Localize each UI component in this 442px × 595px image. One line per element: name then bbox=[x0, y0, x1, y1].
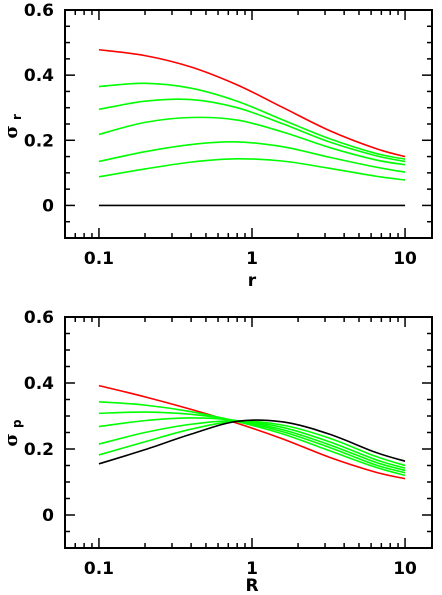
panel-sigma-p-curves bbox=[98, 384, 406, 480]
y-tick-label: 0 bbox=[42, 196, 54, 216]
series-line-1 bbox=[98, 401, 406, 477]
panel-sigma-p-frame bbox=[64, 316, 433, 549]
x-tick-label: 10 bbox=[393, 249, 417, 269]
series-line-0 bbox=[98, 384, 406, 480]
series-line-0 bbox=[98, 48, 406, 158]
series-line-2 bbox=[98, 411, 406, 474]
y-axis-label-sigma-r: σ r bbox=[1, 114, 24, 139]
y-tick-label: 0.4 bbox=[24, 66, 54, 86]
x-tick-label: 0.1 bbox=[84, 559, 114, 579]
panel-sigma-r-ticks bbox=[64, 9, 432, 239]
series-line-3 bbox=[98, 417, 406, 472]
series-line-4 bbox=[98, 420, 406, 469]
panel-sigma-p: 0.1 1 10 0 0.2 0.4 0.6 R σ p bbox=[1, 308, 433, 595]
x-axis-label-r: r bbox=[248, 271, 257, 291]
x-tick-label: 1 bbox=[246, 249, 258, 269]
y-tick-label: 0.4 bbox=[24, 374, 54, 394]
x-tick-label: 1 bbox=[246, 559, 258, 579]
y-axis-label-symbol: σ bbox=[1, 125, 22, 138]
panel-sigma-r: 0.1 1 10 0 0.2 0.4 0.6 r σ r bbox=[1, 1, 433, 291]
panel-sigma-p-ticks bbox=[64, 316, 432, 549]
series-line-4 bbox=[98, 141, 406, 173]
x-tick-label: 10 bbox=[393, 559, 417, 579]
y-tick-label: 0.6 bbox=[24, 308, 54, 328]
x-tick-label: 0.1 bbox=[84, 249, 114, 269]
series-line-5 bbox=[98, 158, 406, 181]
y-axis-label-subscript: r bbox=[10, 114, 24, 120]
series-line-3 bbox=[98, 116, 406, 166]
series-line-6 bbox=[98, 419, 406, 465]
panel-sigma-r-curves bbox=[98, 48, 406, 207]
x-axis-label-R: R bbox=[245, 576, 258, 595]
y-axis-label-sigma-p: σ p bbox=[1, 419, 24, 447]
series-line-1 bbox=[98, 82, 406, 160]
y-tick-label: 0 bbox=[42, 506, 54, 526]
y-axis-label-subscript: p bbox=[10, 419, 24, 428]
y-tick-label: 0.6 bbox=[24, 1, 54, 21]
y-axis-label-symbol: σ bbox=[1, 433, 22, 446]
panel-sigma-p-tick-labels: 0.1 1 10 0 0.2 0.4 0.6 bbox=[24, 308, 417, 579]
series-line-2 bbox=[98, 98, 406, 163]
series-line-5 bbox=[98, 420, 406, 467]
y-tick-label: 0.2 bbox=[24, 131, 54, 151]
y-tick-label: 0.2 bbox=[24, 440, 54, 460]
panel-sigma-r-tick-labels: 0.1 1 10 0 0.2 0.4 0.6 bbox=[24, 1, 417, 269]
panel-sigma-r-frame bbox=[64, 9, 433, 239]
